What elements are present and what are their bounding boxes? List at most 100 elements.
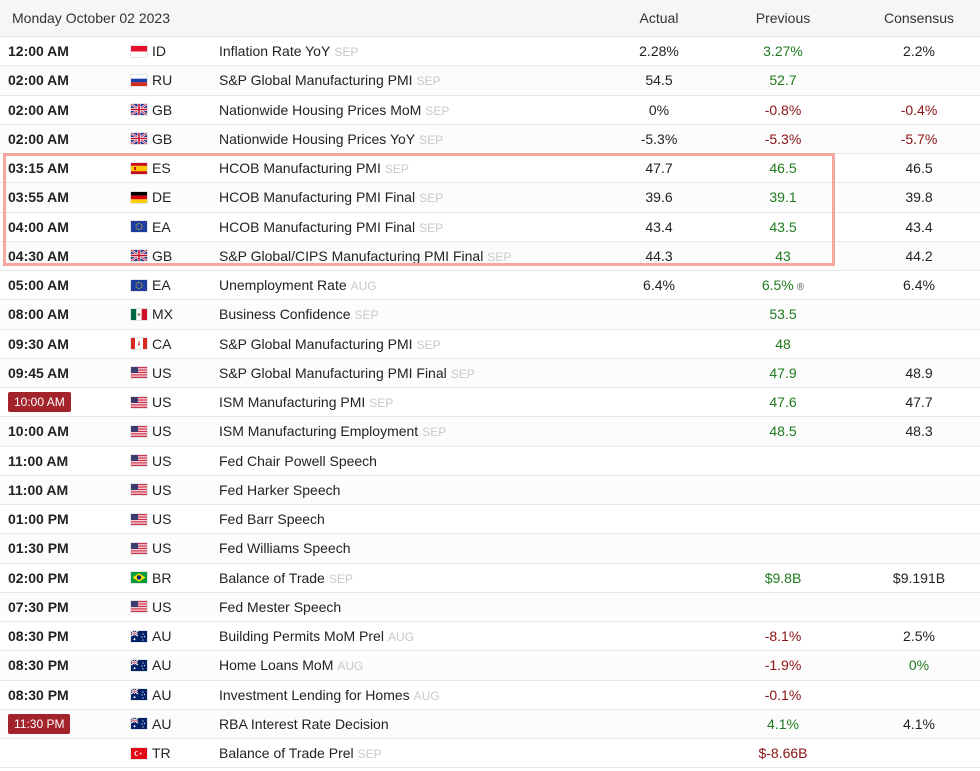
country-code: RU xyxy=(152,72,173,89)
event-name-cell: HCOB Manufacturing PMI Final SEP xyxy=(219,219,619,235)
flag-au-icon xyxy=(131,659,147,671)
event-name-link[interactable]: Home Loans MoM xyxy=(219,657,334,674)
reference-period: SEP xyxy=(419,132,444,147)
table-row[interactable]: 04:00 AM EA HCOB Manufacturing PMI Final SE… xyxy=(0,213,980,242)
event-name-link[interactable]: S&P Global Manufacturing PMI xyxy=(219,72,413,89)
event-time: 08:00 AM xyxy=(8,306,69,323)
event-time: 01:30 PM xyxy=(8,540,69,557)
reference-period: SEP xyxy=(450,366,475,381)
event-time: 01:00 PM xyxy=(8,511,69,528)
table-row[interactable]: 10:00 AM US ISM Manufacturing PMI SEP 47.6 47… xyxy=(0,388,980,418)
table-row[interactable]: 01:30 PM US Fed Williams Speech xyxy=(0,534,980,564)
live-event-time: 10:00 AM xyxy=(8,392,71,413)
country-code: GB xyxy=(152,130,173,147)
previous-value-cell: -5.3% xyxy=(722,131,844,147)
reference-period: SEP xyxy=(419,220,444,235)
actual-column-header[interactable]: Actual xyxy=(639,10,679,26)
actual-value: 2.28% xyxy=(639,43,679,60)
event-name-link[interactable]: Fed Williams Speech xyxy=(219,540,351,557)
previous-value-cell: 6.5% ® xyxy=(722,277,844,293)
table-row[interactable]: 03:55 AM DE HCOB Manufacturing PMI Final SE… xyxy=(0,183,980,213)
event-name-link[interactable]: ISM Manufacturing Employment xyxy=(219,423,419,440)
previous-value-cell: -1.9% xyxy=(722,657,844,673)
event-name-link[interactable]: RBA Interest Rate Decision xyxy=(219,715,389,732)
previous-value: $-8.66B xyxy=(758,745,808,762)
event-name-link[interactable]: Nationwide Housing Prices YoY xyxy=(219,130,416,147)
event-name-cell: Fed Mester Speech xyxy=(219,599,619,615)
event-name-link[interactable]: Unemployment Rate xyxy=(219,277,347,294)
event-name-link[interactable]: HCOB Manufacturing PMI Final xyxy=(219,189,416,206)
event-name-link[interactable]: S&P Global/CIPS Manufacturing PMI Final xyxy=(219,247,484,264)
table-row[interactable]: 11:00 AM US Fed Harker Speech xyxy=(0,475,980,505)
table-row[interactable]: 11:30 PM AU RBA Interest Rate Decision 4.1%… xyxy=(0,709,980,739)
previous-value: 46.5 xyxy=(769,160,797,177)
table-row[interactable]: 08:00 AM MX Business Confidence SEP 53.5 xyxy=(0,300,980,330)
event-name-cell: Nationwide Housing Prices MoM SEP xyxy=(219,102,619,118)
event-name-cell: Fed Barr Speech xyxy=(219,511,619,527)
event-name-link[interactable]: S&P Global Manufacturing PMI Final xyxy=(219,364,447,381)
flag-id-icon xyxy=(131,45,147,57)
table-row[interactable]: 02:00 PM BR Balance of Trade SEP $9.8B $9.191… xyxy=(0,564,980,593)
event-name-link[interactable]: Balance of Trade xyxy=(219,569,325,586)
event-name-link[interactable]: Inflation Rate YoY xyxy=(219,43,331,60)
actual-value: 43.4 xyxy=(645,218,673,235)
table-row[interactable]: 01:00 PM US Fed Barr Speech xyxy=(0,505,980,535)
previous-value-cell: $-8.66B xyxy=(722,745,844,761)
flag-us-icon xyxy=(131,367,147,379)
table-row[interactable]: 05:00 AM EA Unemployment Rate AUG 6.4% 6.5% ® 6… xyxy=(0,271,980,301)
flag-us-icon xyxy=(131,396,147,408)
table-row[interactable]: 03:15 AM ES HCOB Manufacturing PMI SEP 47.7 4… xyxy=(0,154,980,184)
event-time: 02:00 AM xyxy=(8,101,69,118)
event-time: 05:00 AM xyxy=(8,277,69,294)
event-time: 03:15 AM xyxy=(8,160,69,177)
event-name-link[interactable]: Nationwide Housing Prices MoM xyxy=(219,101,422,118)
table-row[interactable]: 11:00 AM US Fed Chair Powell Speech xyxy=(0,447,980,476)
previous-value: 43.5 xyxy=(769,218,797,235)
table-row[interactable]: 10:00 AM US ISM Manufacturing Employment SE… xyxy=(0,417,980,447)
event-name-link[interactable]: Building Permits MoM Prel xyxy=(219,628,384,645)
consensus-column-header[interactable]: Consensus xyxy=(883,10,955,26)
reference-period: SEP xyxy=(419,191,444,206)
country-code: US xyxy=(152,540,172,557)
previous-column-header[interactable]: Previous xyxy=(755,10,811,26)
actual-value: 54.5 xyxy=(645,72,673,89)
table-row[interactable]: 08:30 PM AU Building Permits MoM Prel AUG -8… xyxy=(0,622,980,652)
event-name-link[interactable]: HCOB Manufacturing PMI Final xyxy=(219,218,416,235)
event-name-link[interactable]: Business Confidence xyxy=(219,306,351,323)
event-name-link[interactable]: Investment Lending for Homes xyxy=(219,686,410,703)
event-name-cell: HCOB Manufacturing PMI SEP xyxy=(219,160,619,176)
table-row[interactable]: 12:00 AM ID Inflation Rate YoY SEP 2.28% 3.27… xyxy=(0,37,980,67)
calendar-header: Monday October 02 2023 Actual Previous C… xyxy=(0,0,980,37)
previous-value-cell: $9.8B xyxy=(722,570,844,586)
consensus-value: 47.7 xyxy=(905,394,933,411)
table-row[interactable]: 02:00 AM GB Nationwide Housing Prices YoY S… xyxy=(0,124,980,154)
event-name-link[interactable]: Fed Barr Speech xyxy=(219,511,325,528)
event-name-link[interactable]: ISM Manufacturing PMI xyxy=(219,394,366,411)
table-row[interactable]: 09:30 AM CA S&P Global Manufacturing PMI SE… xyxy=(0,330,980,359)
table-row[interactable]: 04:30 AM GB S&P Global/CIPS Manufacturing … xyxy=(0,241,980,271)
consensus-value: 48.9 xyxy=(905,364,933,381)
event-name-link[interactable]: HCOB Manufacturing PMI xyxy=(219,160,381,177)
event-name-cell: S&P Global Manufacturing PMI SEP xyxy=(219,72,619,88)
flag-de-icon xyxy=(131,191,147,203)
event-name-link[interactable]: Fed Chair Powell Speech xyxy=(219,452,377,469)
table-row[interactable]: TR Balance of Trade Prel SEP $-8.66B xyxy=(0,739,980,769)
event-name-cell: S&P Global/CIPS Manufacturing PMI Final S… xyxy=(219,248,619,264)
event-time: 08:30 PM xyxy=(8,628,69,645)
reference-period: AUG xyxy=(350,279,377,294)
event-name-link[interactable]: Fed Harker Speech xyxy=(219,481,341,498)
table-row[interactable]: 07:30 PM US Fed Mester Speech xyxy=(0,592,980,622)
event-name-cell: Nationwide Housing Prices YoY SEP xyxy=(219,131,619,147)
previous-value-cell: 52.7 xyxy=(722,72,844,88)
table-row[interactable]: 09:45 AM US S&P Global Manufacturing PMI F… xyxy=(0,358,980,388)
table-row[interactable]: 08:30 PM AU Investment Lending for Homes AU… xyxy=(0,681,980,710)
event-name-link[interactable]: Balance of Trade Prel xyxy=(219,745,354,762)
event-name-link[interactable]: Fed Mester Speech xyxy=(219,598,342,615)
country-code: BR xyxy=(152,569,172,586)
table-row[interactable]: 02:00 AM RU S&P Global Manufacturing PMI SE… xyxy=(0,66,980,96)
table-row[interactable]: 02:00 AM GB Nationwide Housing Prices MoM S… xyxy=(0,96,980,125)
event-time: 08:30 PM xyxy=(8,657,69,674)
table-row[interactable]: 08:30 PM AU Home Loans MoM AUG -1.9% 0% xyxy=(0,651,980,681)
event-name-link[interactable]: S&P Global Manufacturing PMI xyxy=(219,335,413,352)
